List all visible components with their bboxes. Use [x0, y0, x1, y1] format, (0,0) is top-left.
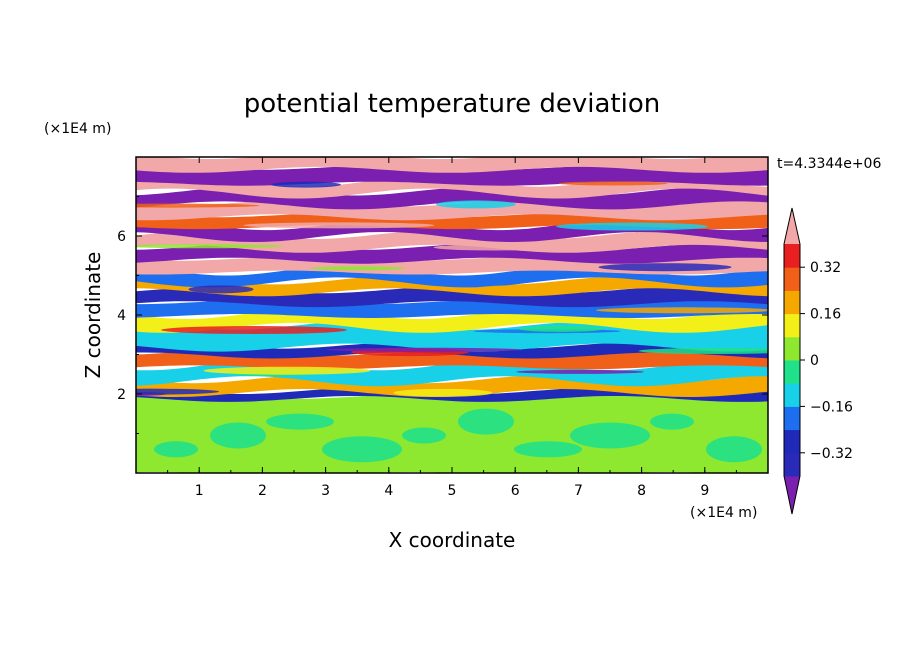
- contour-band: [136, 287, 768, 308]
- contour-patch: [210, 422, 266, 449]
- contour-streak: [203, 366, 371, 375]
- colorbar-segment: [784, 267, 800, 291]
- contour-band: [136, 231, 768, 253]
- contour-streak: [558, 181, 668, 186]
- time-label: t=4.3344e+06: [777, 156, 881, 172]
- contour-streak: [353, 307, 429, 312]
- colorbar-outline: [783, 207, 801, 515]
- x-tick-label: 5: [448, 483, 457, 499]
- contour-streak: [516, 369, 644, 374]
- colorbar: 0.32 0.16 0 −0.16 −0.32: [783, 207, 853, 515]
- contour-streak: [161, 326, 347, 335]
- contour-streak: [243, 222, 435, 229]
- contour-streak: [598, 263, 732, 272]
- x-tick-label: 2: [258, 483, 267, 499]
- contour-patch: [706, 436, 762, 463]
- contour-patch: [514, 441, 582, 458]
- colorbar-tick-label: −0.32: [810, 446, 853, 462]
- contour-streak: [136, 388, 219, 395]
- contour-patch: [154, 441, 198, 458]
- x-tick-label: 4: [384, 483, 393, 499]
- contour-bands: [136, 157, 768, 473]
- contour-band: [136, 157, 768, 173]
- contour-streak: [136, 203, 260, 208]
- contour-patch: [402, 427, 446, 444]
- x-tick-label: 9: [700, 483, 709, 499]
- contour-streak: [596, 307, 768, 314]
- contour-streak: [518, 325, 604, 332]
- colorbar-segment: [784, 244, 800, 268]
- y-tick-label: 4: [117, 308, 126, 324]
- colorbar-ticks: 0.32 0.16 0 −0.16 −0.32: [800, 260, 853, 462]
- contour-streak: [136, 244, 283, 249]
- contour-streak: [271, 181, 341, 188]
- contour-patch: [322, 436, 402, 463]
- x-tick-label: 6: [511, 483, 520, 499]
- colorbar-tick-label: 0: [810, 353, 819, 369]
- contour-streak: [638, 347, 768, 354]
- colorbar-tick-label: 0.16: [810, 307, 841, 323]
- chart-title: potential temperature deviation: [244, 89, 660, 119]
- y-axis: 2 4 6: [117, 196, 768, 434]
- colorbar-segment: [784, 406, 800, 431]
- contour-streak: [311, 266, 405, 271]
- contour-streak: [393, 388, 493, 397]
- contour-streak: [188, 285, 254, 294]
- y-axis-title: Z coordinate: [81, 252, 105, 379]
- colorbar-segment: [784, 290, 800, 315]
- colorbar-fill: [784, 208, 800, 514]
- colorbar-segment: [784, 360, 800, 384]
- contour-patch: [458, 408, 514, 435]
- x-axis-title: X coordinate: [389, 528, 516, 552]
- y-unit-label: (×1E4 m): [44, 121, 111, 137]
- contour-streak: [556, 222, 708, 231]
- colorbar-segment: [784, 313, 800, 338]
- x-tick-label: 1: [195, 483, 204, 499]
- contour-streak: [436, 200, 516, 209]
- y-tick-label: 2: [117, 387, 126, 403]
- contour-patch: [266, 413, 334, 430]
- x-tick-label: 7: [574, 483, 583, 499]
- colorbar-segment: [784, 336, 800, 361]
- contour-streak: [326, 347, 522, 352]
- contour-streak: [476, 285, 580, 292]
- colorbar-tick-label: −0.16: [810, 399, 853, 415]
- colorbar-segment: [784, 429, 800, 454]
- contour-band: [136, 165, 768, 186]
- colorbar-segment: [784, 452, 800, 477]
- x-tick-label: 8: [637, 483, 646, 499]
- colorbar-tick-label: 0.32: [810, 260, 841, 276]
- x-unit-label: (×1E4 m): [690, 505, 757, 521]
- contour-streaks: [136, 181, 768, 463]
- contour-patch: [570, 422, 650, 449]
- x-tick-label: 3: [321, 483, 330, 499]
- colorbar-extend-low: [784, 476, 800, 514]
- y-tick-label: 6: [117, 229, 126, 245]
- contour-streak: [433, 244, 557, 251]
- colorbar-segment: [784, 383, 800, 407]
- x-axis: 1 2 3 4 5 6 7 8 9: [167, 157, 737, 499]
- contour-patch: [650, 413, 694, 430]
- plot-area: [136, 157, 768, 473]
